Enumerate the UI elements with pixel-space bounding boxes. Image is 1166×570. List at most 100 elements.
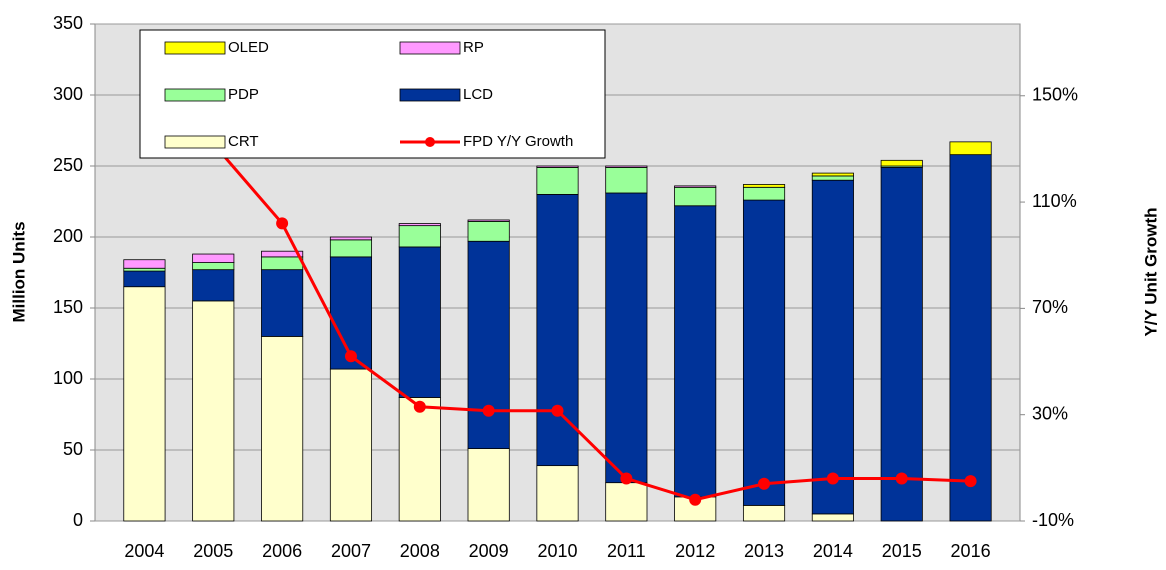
y-tick-label: 150 [53,297,83,317]
bar-segment [398,225,441,248]
legend-label: FPD Y/Y Growth [463,133,573,150]
bar-segment [949,141,992,156]
bar-segment [811,179,854,515]
legend-label: CRT [228,133,259,150]
bar-segment [605,167,648,194]
growth-point [826,472,839,485]
bar-segment [398,223,441,227]
y2-tick-label: 110% [1032,191,1077,211]
bar-segment [123,267,166,272]
bar-segment [949,154,992,522]
growth-point [276,217,289,230]
y2-tick-label: 150% [1032,85,1078,105]
bar-segment [811,172,854,177]
y-axis-label: Million Units [9,221,28,322]
growth-point [413,400,426,413]
bar-segment [192,253,235,263]
bar-segment [329,236,373,241]
bar-segment [605,482,648,522]
legend-label: RP [463,39,484,56]
y2-tick-label: 70% [1032,297,1068,317]
growth-point [482,404,495,417]
bar-segment [261,256,304,271]
bar-segment [811,513,854,522]
growth-line [212,142,971,502]
x-tick-label: 2008 [400,541,440,561]
x-tick-label: 2014 [813,541,853,561]
x-tick-label: 2006 [262,541,302,561]
y-tick-label: 0 [73,510,83,530]
bar-segment [192,262,235,271]
bar-segment [329,239,373,258]
bar-segment [742,504,786,522]
bar-segment [536,465,579,522]
bar-segment [398,246,441,398]
y-tick-label: 200 [53,226,83,246]
bar-segment [261,335,304,522]
growth-point [620,472,633,485]
bar-segment [742,186,786,201]
bar-segment [742,184,786,188]
growth-point [964,475,977,488]
bar-segment [467,240,510,449]
bar-segment [536,167,579,195]
y-tick-label: 250 [53,155,83,175]
x-tick-label: 2016 [951,541,991,561]
y2-axis-label: Y/Y Unit Growth [1141,207,1160,336]
bar-segment [674,186,717,207]
x-tick-label: 2013 [744,541,784,561]
bar-segment [261,250,304,258]
legend-swatch [164,41,226,55]
bar-segment [674,185,717,188]
legend-swatch [164,88,226,102]
bar-segment [261,269,304,337]
growth-point [551,404,564,417]
bar-segment [742,199,786,506]
y-tick-label: 50 [63,439,83,459]
legend-swatch [399,41,461,55]
x-tick-label: 2009 [469,541,509,561]
x-tick-label: 2015 [882,541,922,561]
bar-segment [467,220,510,242]
bar-segment [467,448,510,522]
bar-segment [123,270,166,288]
bar-segment [398,397,441,522]
bar-segment [536,165,579,168]
x-tick-label: 2012 [675,541,715,561]
bar-segment [192,269,235,302]
bar-segment [605,192,648,484]
legend-label: PDP [228,86,259,103]
bar-segment [880,167,923,522]
bar-segment [123,259,166,269]
growth-point [344,350,357,363]
legend-swatch [164,135,226,149]
bar-segment [467,219,510,222]
x-tick-label: 2011 [607,541,646,561]
growth-point [689,493,702,506]
x-tick-label: 2007 [331,541,371,561]
y-tick-label: 350 [53,13,83,33]
legend-marker [425,137,435,147]
legend-label: OLED [228,39,269,56]
bar-segment [329,368,373,522]
growth-point [895,472,908,485]
growth-point [758,477,771,490]
bar-segment [605,165,648,168]
y-tick-label: 100 [53,368,83,388]
x-tick-label: 2010 [537,541,577,561]
bar-segment [192,300,235,522]
y2-tick-label: -10% [1032,510,1074,530]
legend-swatch [399,88,461,102]
bar-segment [880,159,923,167]
legend-label: LCD [463,86,493,103]
bar-segment [811,175,854,181]
y2-tick-label: 30% [1032,403,1068,423]
x-tick-label: 2004 [124,541,164,561]
bar-segment [123,286,166,522]
bar-segment [536,193,579,467]
bar-segment [674,205,717,498]
x-tick-label: 2005 [193,541,233,561]
y-tick-label: 300 [53,84,83,104]
